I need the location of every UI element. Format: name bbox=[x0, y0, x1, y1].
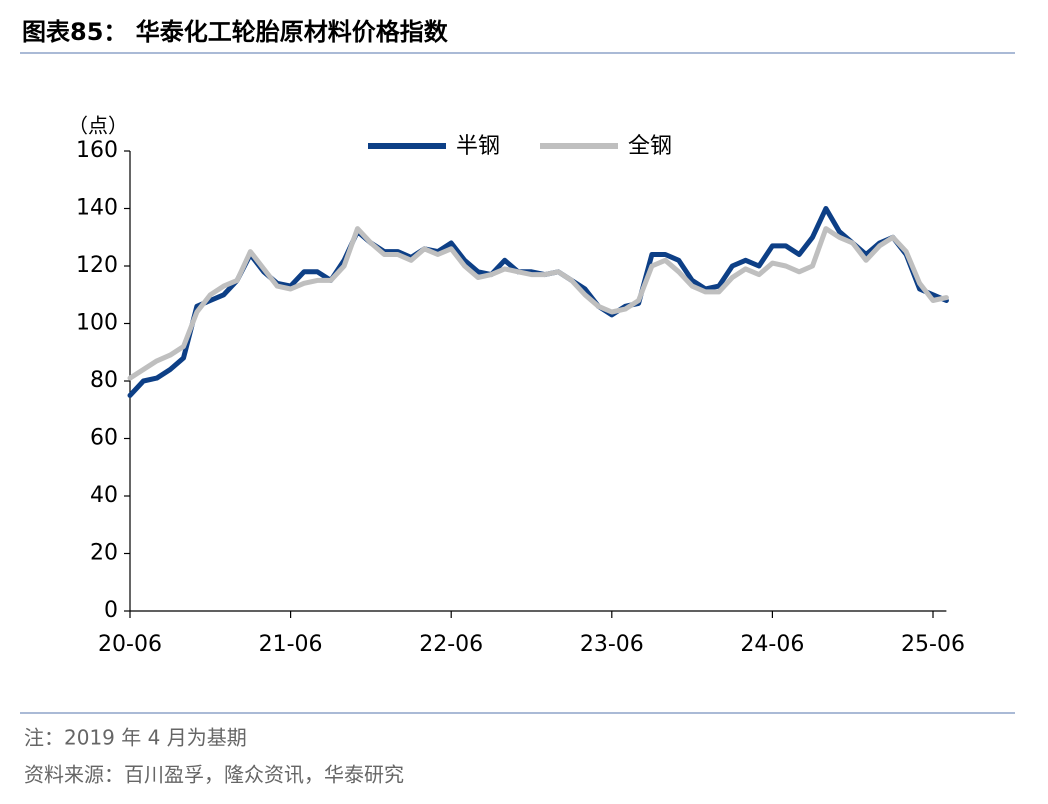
y-tick-label: 100 bbox=[76, 311, 118, 336]
title: 图表85： 华泰化工轮胎原材料价格指数 bbox=[22, 18, 449, 46]
legend-label: 全钢 bbox=[628, 134, 672, 159]
x-tick-label: 22-06 bbox=[419, 632, 483, 657]
series-line bbox=[127, 226, 949, 381]
y-unit: （点） bbox=[68, 114, 128, 138]
x-tick-label: 20-06 bbox=[98, 632, 162, 657]
y-tick-label: 140 bbox=[76, 196, 118, 221]
y-tick-label: 120 bbox=[76, 253, 118, 278]
x-tick-label: 23-06 bbox=[580, 632, 644, 657]
source: 资料来源：百川盈孚，隆众资讯，华泰研究 bbox=[24, 763, 404, 787]
y-tick-label: 20 bbox=[90, 541, 118, 566]
y-tick-label: 60 bbox=[90, 426, 118, 451]
y-tick-label: 80 bbox=[90, 368, 118, 393]
x-tick-label: 24-06 bbox=[740, 632, 804, 657]
x-tick-label: 21-06 bbox=[259, 632, 323, 657]
y-tick-label: 40 bbox=[90, 483, 118, 508]
y-tick-label: 160 bbox=[76, 138, 118, 163]
y-tick-label: 0 bbox=[104, 598, 118, 623]
note: 注：2019 年 4 月为基期 bbox=[24, 726, 247, 750]
x-tick-label: 25-06 bbox=[901, 632, 965, 657]
legend-label: 半钢 bbox=[456, 134, 500, 159]
